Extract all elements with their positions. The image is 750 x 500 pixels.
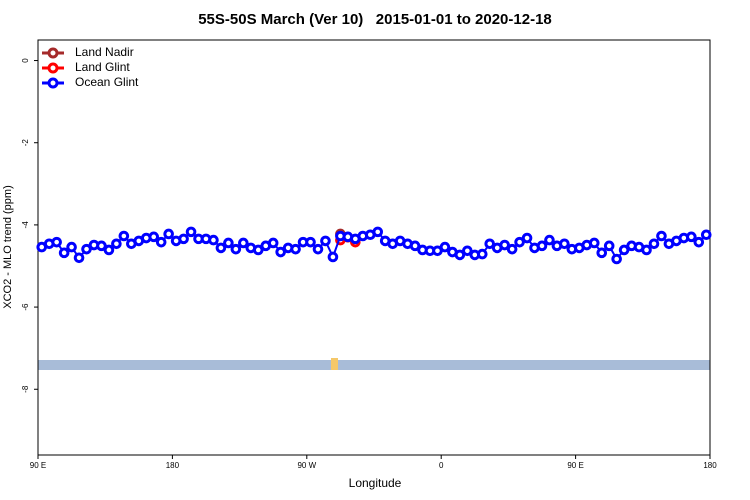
data-point: [81, 243, 92, 255]
x-tick-label: 90 E: [30, 461, 46, 470]
y-tick-label: -2: [21, 139, 30, 147]
data-point: [208, 234, 219, 246]
legend-label: Land Nadir: [75, 45, 134, 59]
data-point: [103, 244, 115, 256]
data-point: [641, 244, 652, 256]
data-point: [185, 226, 197, 238]
data-point: [230, 243, 242, 255]
data-point: [454, 249, 466, 261]
chart-title: 55S-50S March (Ver 10) 2015-01-01 to 202…: [198, 11, 552, 28]
data-point: [499, 239, 510, 251]
data-point: [618, 244, 630, 256]
data-point: [223, 237, 234, 249]
data-point: [312, 243, 324, 255]
data-point: [544, 234, 555, 246]
data-point: [521, 232, 533, 244]
data-point: [476, 248, 488, 260]
legend-label: Land Glint: [75, 60, 130, 74]
data-point: [372, 226, 384, 238]
data-point: [603, 240, 615, 252]
land-patch: [331, 358, 338, 370]
data-point: [611, 253, 622, 265]
data-point: [596, 247, 608, 259]
data-point: [536, 240, 548, 252]
data-point: [559, 238, 570, 250]
data-point: [58, 247, 70, 259]
data-point: [484, 238, 496, 250]
land-mask: [38, 360, 710, 370]
y-tick-label: 0: [21, 58, 30, 63]
data-point: [506, 243, 518, 255]
legend-marker: [47, 77, 59, 89]
data-point: [73, 252, 85, 264]
data-point: [111, 238, 122, 250]
data-point: [178, 233, 189, 245]
data-point: [409, 240, 421, 252]
data-point: [305, 236, 316, 248]
data-point: [686, 231, 697, 243]
data-point: [320, 235, 331, 247]
data-point: [66, 241, 77, 253]
data-point: [155, 236, 167, 248]
legend-marker: [47, 62, 59, 74]
data-point: [51, 236, 62, 248]
data-point: [693, 236, 705, 248]
data-point: [252, 244, 264, 256]
data-point: [462, 245, 473, 257]
data-point: [238, 237, 249, 249]
data-point: [327, 251, 339, 263]
legend-marker: [47, 47, 59, 59]
data-point: [700, 229, 712, 241]
y-tick-label: -6: [21, 303, 30, 311]
data-point: [148, 231, 160, 243]
data-point: [118, 230, 130, 242]
x-tick-label: 180: [166, 461, 180, 470]
data-point: [275, 246, 286, 258]
legend-label: Ocean Glint: [75, 75, 139, 89]
data-point: [648, 238, 660, 250]
x-tick-label: 180: [703, 461, 717, 470]
x-tick-label: 0: [439, 461, 444, 470]
x-tick-label: 90 E: [567, 461, 583, 470]
data-point: [290, 243, 301, 255]
data-point: [588, 237, 600, 249]
data-point: [215, 242, 227, 254]
y-tick-label: -4: [21, 221, 30, 229]
y-axis-label: XCO2 - MLO trend (ppm): [2, 185, 14, 308]
data-point: [514, 236, 525, 248]
x-axis-label: Longitude: [349, 476, 402, 490]
data-point: [163, 228, 174, 240]
data-point: [96, 240, 107, 252]
data-point: [439, 241, 451, 253]
x-tick-label: 90 W: [297, 461, 316, 470]
data-point: [656, 230, 667, 242]
y-tick-label: -8: [21, 385, 30, 393]
data-point: [267, 237, 279, 249]
